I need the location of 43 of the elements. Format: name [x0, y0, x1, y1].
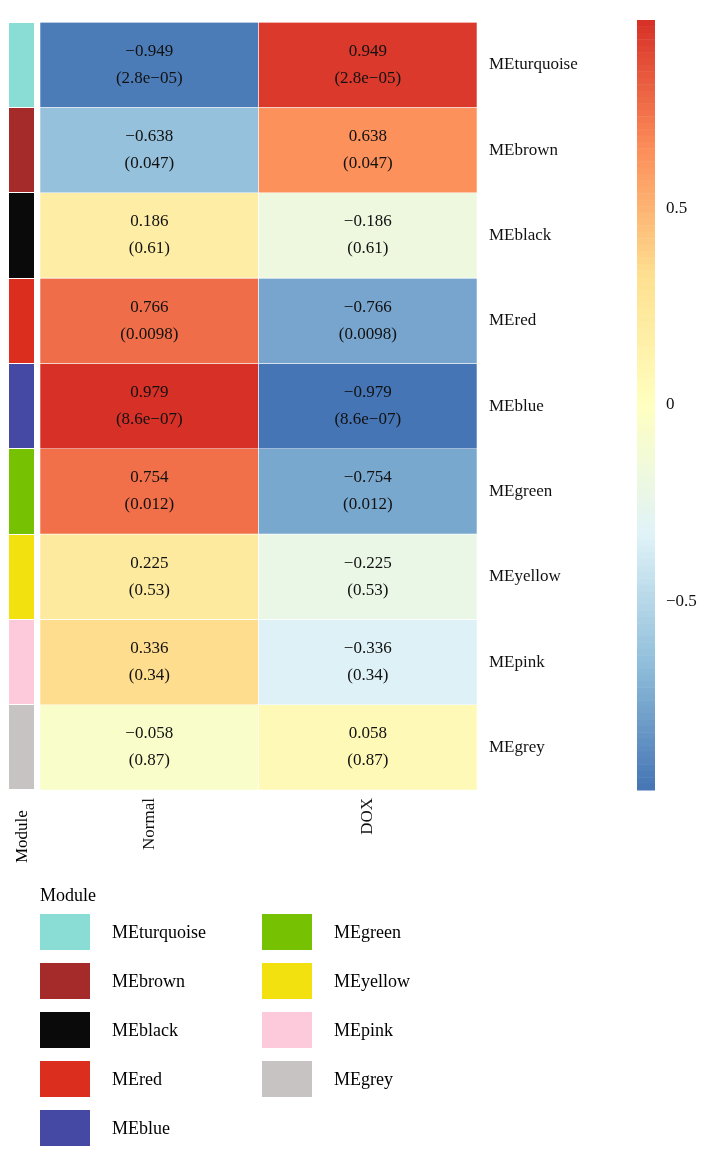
category-label: MEbrown — [112, 970, 185, 991]
data-label: 0.766 (0.0098) — [120, 296, 179, 343]
x-tick-label: Normal — [138, 797, 158, 850]
data-label: −0.638 (0.047) — [124, 126, 175, 173]
y-tick-label: MEblack — [489, 224, 552, 244]
y-tick-label: MEblue — [489, 395, 544, 415]
category-label: MEpink — [334, 1019, 394, 1040]
y-tick-label: MEbrown — [489, 139, 559, 159]
data-label: −0.058 (0.87) — [125, 723, 174, 770]
data-label: 0.754 (0.012) — [124, 467, 175, 514]
data-label: 0.186 (0.61) — [128, 211, 170, 258]
data-label: −0.766 (0.0098) — [338, 296, 397, 343]
y-tick-label: MEyellow — [489, 566, 562, 586]
category-label: MEturquoise — [112, 921, 206, 942]
legend-title: Module — [40, 885, 97, 906]
data-label: 0.979 (8.6e−07) — [115, 382, 183, 429]
y-tick-label: MEgrey — [489, 736, 546, 756]
color-bar-label: 0 — [666, 394, 675, 414]
y-tick-label: MEred — [489, 310, 537, 330]
text: Module — [12, 810, 32, 863]
x-tick-label: DOX — [357, 798, 377, 835]
category-label: MEblue — [112, 1117, 170, 1138]
data-label: −0.754 (0.012) — [342, 467, 393, 514]
category-label: MEyellow — [334, 970, 410, 991]
category-label: MEgreen — [334, 921, 401, 942]
category-label: MEgrey — [334, 1068, 393, 1089]
data-label: 0.336 (0.34) — [128, 638, 170, 684]
y-tick-label: MEpink — [489, 651, 546, 671]
data-label: 0.638 (0.047) — [342, 126, 393, 173]
data-label: 0.058 (0.87) — [347, 723, 389, 770]
y-tick-label: MEturquoise — [489, 54, 578, 74]
data-label: 0.949 (2.8e−05) — [334, 40, 402, 87]
data-label: −0.979 (8.6e−07) — [334, 382, 402, 429]
color-bar-label: −0.5 — [666, 591, 697, 611]
category-label: MEred — [112, 1068, 162, 1089]
data-label: 0.225 (0.53) — [128, 552, 170, 599]
data-label: −0.336 (0.34) — [343, 638, 392, 684]
category-label: MEblack — [112, 1019, 178, 1040]
data-label: −0.949 (2.8e−05) — [115, 40, 183, 87]
y-tick-label: MEgreen — [489, 480, 553, 500]
data-label: −0.186 (0.61) — [343, 211, 392, 258]
data-label: −0.225 (0.53) — [343, 552, 392, 599]
color-bar-label: 0.5 — [666, 197, 688, 217]
